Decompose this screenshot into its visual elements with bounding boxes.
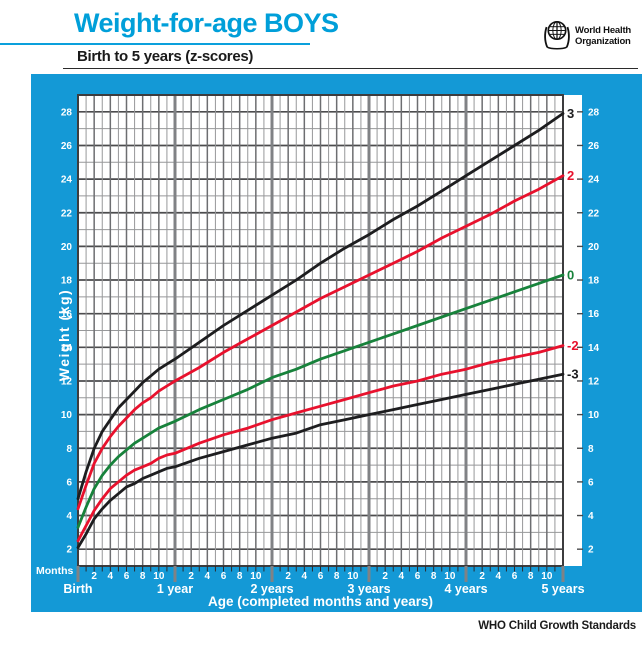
x-tick-label: 4 [496, 571, 502, 582]
y-tick-label-left: 2 [66, 545, 72, 556]
x-tick-label: 8 [528, 571, 534, 582]
y-tick-label-left: 10 [61, 410, 73, 421]
x-year-label: Birth [63, 582, 92, 596]
y-tick-label-left: 28 [61, 107, 73, 118]
x-tick-label: 6 [124, 571, 130, 582]
curve-z3 [76, 112, 565, 501]
y-tick-label-left: 22 [61, 208, 73, 219]
y-tick-label-right: 6 [588, 477, 594, 488]
x-tick-label: 8 [140, 571, 146, 582]
x-tick-label: 2 [91, 571, 97, 582]
x-tick-label: 4 [399, 571, 405, 582]
y-tick-label-left: 12 [61, 376, 73, 387]
x-year-label: 5 years [541, 582, 584, 596]
y-tick-label-right: 20 [588, 242, 600, 253]
x-tick-label: 2 [188, 571, 194, 582]
x-tick-label: 6 [415, 571, 421, 582]
x-tick-label: 2 [479, 571, 485, 582]
x-year-label: 2 years [250, 582, 293, 596]
x-tick-label: 10 [541, 571, 553, 582]
y-tick-label-right: 26 [588, 141, 600, 152]
x-tick-label: 10 [153, 571, 165, 582]
who-emblem-icon [543, 18, 571, 55]
x-axis-title: Age (completed months and years) [207, 594, 434, 609]
who-logo-line2: Organization [575, 35, 631, 47]
curve-label-z3: 3 [567, 106, 574, 121]
y-tick-label-right: 16 [588, 309, 600, 320]
y-tick-label-right: 24 [588, 175, 600, 186]
x-tick-label: 8 [237, 571, 243, 582]
who-logo: World Health Organization [543, 18, 631, 55]
x-tick-label: 6 [512, 571, 518, 582]
x-year-label: 3 years [347, 582, 390, 596]
x-tick-label: 4 [205, 571, 211, 582]
y-tick-label-left: 20 [61, 242, 73, 253]
subtitle-underline [63, 68, 638, 69]
y-tick-label-left: 6 [66, 477, 72, 488]
y-tick-label-right: 2 [588, 545, 594, 556]
y-tick-label-left: 8 [66, 444, 72, 455]
x-tick-label: 10 [347, 571, 359, 582]
y-tick-label-right: 28 [588, 107, 600, 118]
x-tick-label: 6 [221, 571, 227, 582]
y-tick-label-left: 24 [61, 175, 73, 186]
y-tick-label-left: 4 [66, 511, 72, 522]
y-tick-label-left: 14 [61, 343, 73, 354]
x-tick-label: 4 [302, 571, 308, 582]
x-tick-label: 8 [431, 571, 437, 582]
page-title: Weight-for-age BOYS [74, 8, 339, 38]
y-tick-label-right: 22 [588, 208, 600, 219]
who-logo-text: World Health Organization [575, 25, 632, 47]
y-tick-label-left: 16 [61, 309, 73, 320]
x-year-label: 1 year [157, 582, 193, 596]
y-tick-label-right: 12 [588, 376, 600, 387]
curve-z0 [76, 273, 565, 529]
x-tick-label: 10 [444, 571, 456, 582]
y-axis-title: Weight (kg) [56, 288, 72, 382]
footer-credit: WHO Child Growth Standards [478, 620, 636, 632]
y-tick-label-left: 26 [61, 141, 73, 152]
x-tick-label: 4 [108, 571, 114, 582]
y-tick-label-right: 4 [588, 511, 594, 522]
curve-label-z-2: -2 [567, 338, 579, 353]
curve-label-z2: 2 [567, 168, 574, 183]
chart-panel: 2 4 6 8 10 2 4 6 8 10 2 4 6 8 10 2 4 6 8 10 2 4 6 8 10 Birth 1 yea… [31, 74, 642, 612]
curve-label-z0: 0 [567, 267, 574, 282]
y-tick-label-right: 10 [588, 410, 600, 421]
curve-z2 [76, 174, 565, 511]
curve-label-z-3: -3 [567, 367, 579, 382]
x-axis-unit-label: Months [36, 565, 74, 577]
who-logo-line1: World Health [575, 25, 632, 36]
x-tick-label: 6 [318, 571, 324, 582]
curve-z-2 [76, 344, 565, 543]
x-year-label: 4 years [444, 582, 487, 596]
page-subtitle: Birth to 5 years (z-scores) [77, 48, 254, 65]
x-tick-label: 10 [250, 571, 262, 582]
title-underline [0, 43, 310, 45]
y-tick-label-left: 18 [61, 276, 73, 287]
x-tick-label: 2 [285, 571, 291, 582]
y-tick-label-right: 8 [588, 444, 594, 455]
x-tick-label: 2 [382, 571, 388, 582]
y-tick-label-right: 14 [588, 343, 600, 354]
x-tick-label: 8 [334, 571, 340, 582]
y-tick-label-right: 18 [588, 276, 600, 287]
curve-z-3 [76, 372, 565, 549]
